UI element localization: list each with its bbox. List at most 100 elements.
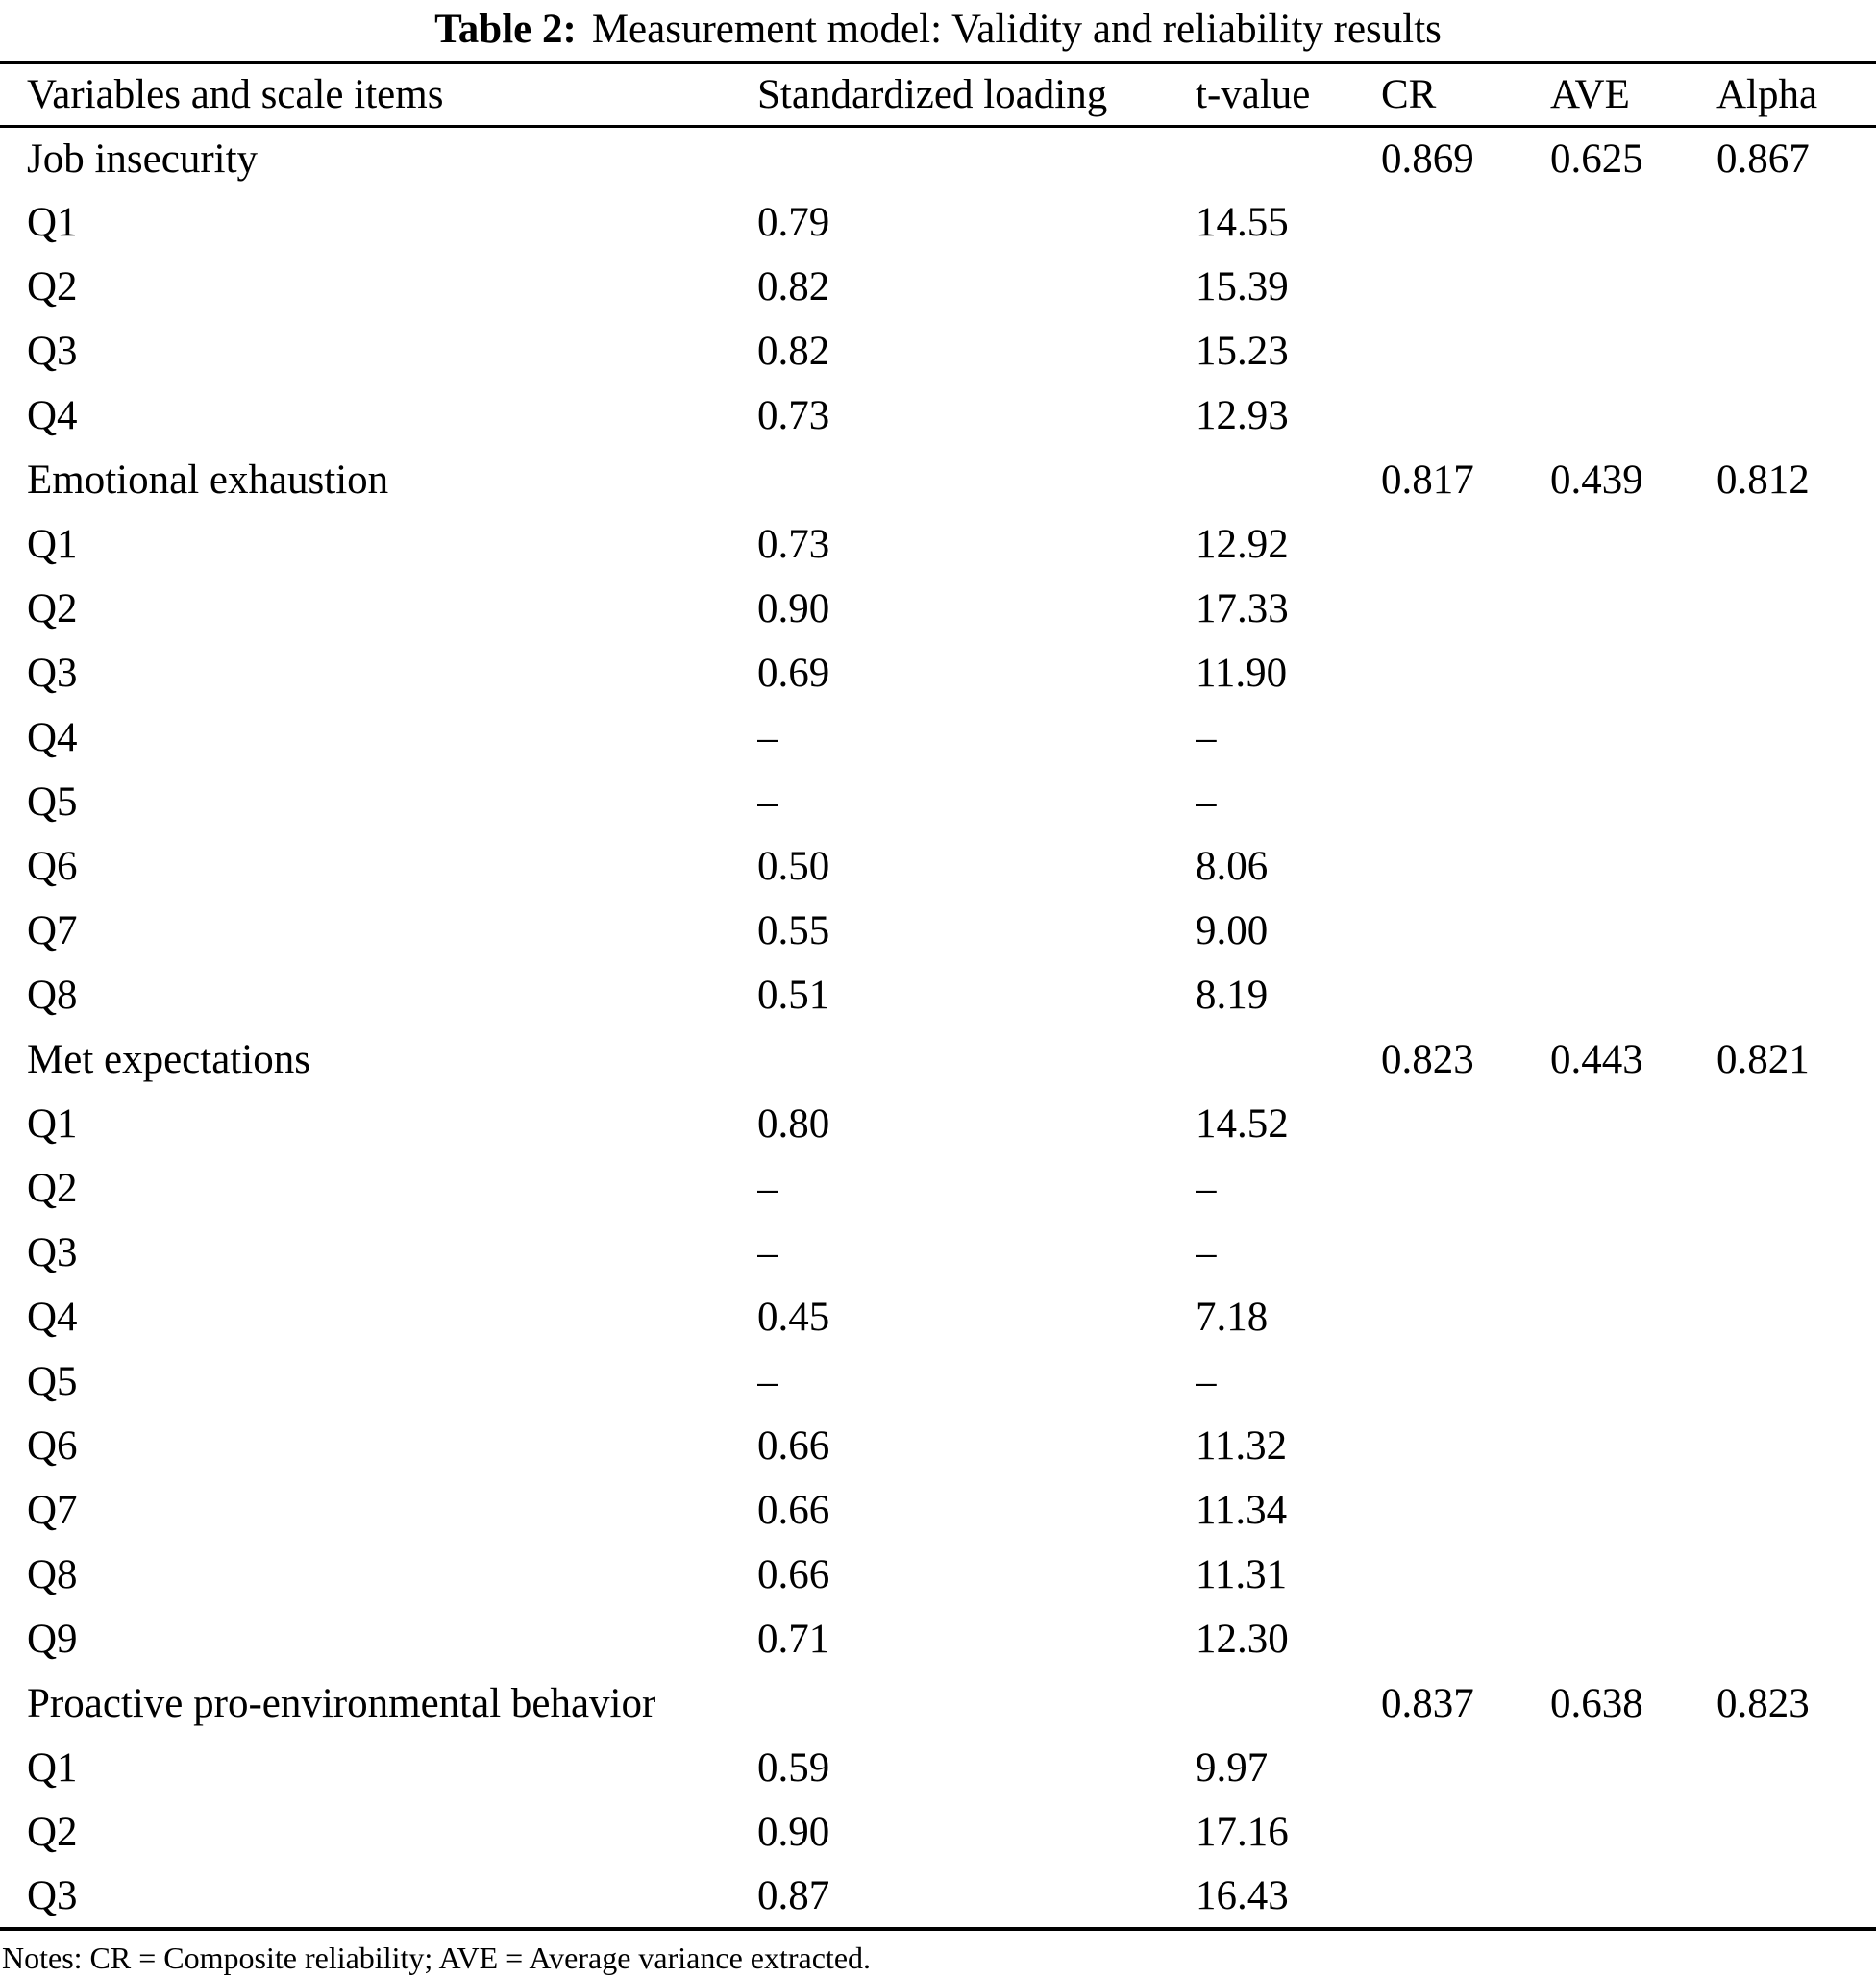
table-notes: Notes: CR = Composite reliability; AVE =… — [2, 1941, 872, 1975]
cell-variable: Q6 — [27, 844, 78, 889]
cell-t-value: 11.32 — [1196, 1423, 1288, 1469]
cell-cr — [1381, 770, 1550, 834]
cell-loading: 0.45 — [757, 1295, 830, 1340]
cell-alpha — [1716, 1543, 1876, 1607]
cell-ave — [1550, 577, 1716, 641]
table-number-label: Table 2: — [434, 7, 577, 52]
cell-alpha — [1716, 1414, 1876, 1478]
cell-alpha: 0.823 — [1716, 1681, 1810, 1726]
cell-ave: 0.625 — [1550, 136, 1643, 182]
cell-t-value: 17.16 — [1196, 1810, 1289, 1855]
cell-loading — [757, 126, 1196, 190]
cell-cr — [1381, 319, 1550, 383]
cell-ave — [1550, 1092, 1716, 1156]
cell-loading: 0.59 — [757, 1745, 830, 1791]
section-row: Met expectations 0.823 0.443 0.821 — [0, 1027, 1876, 1092]
measurement-model-table: Variables and scale items Standardized l… — [0, 61, 1876, 1931]
cell-cr: 0.823 — [1381, 1037, 1474, 1082]
cell-loading: 0.79 — [757, 200, 830, 245]
cell-loading: – — [757, 1359, 778, 1404]
cell-cr — [1381, 190, 1550, 255]
cell-t-value: 9.97 — [1196, 1745, 1269, 1791]
cell-variable: Q1 — [27, 1101, 78, 1147]
cell-cr — [1381, 705, 1550, 770]
cell-alpha — [1716, 1221, 1876, 1285]
cell-t-value: 9.00 — [1196, 908, 1269, 953]
cell-ave — [1550, 319, 1716, 383]
cell-t-value: 12.92 — [1196, 522, 1289, 567]
column-header-ave: AVE — [1550, 62, 1716, 128]
cell-ave — [1550, 190, 1716, 255]
item-row: Q1 0.80 14.52 — [0, 1092, 1876, 1156]
cell-cr — [1381, 641, 1550, 705]
cell-cr — [1381, 1221, 1550, 1285]
cell-variable: Q3 — [27, 1230, 78, 1275]
cell-variable: Q4 — [27, 393, 78, 438]
cell-alpha: 0.812 — [1716, 457, 1810, 503]
cell-alpha — [1716, 383, 1876, 448]
item-row: Q2 – – — [0, 1156, 1876, 1221]
cell-t-value: 14.55 — [1196, 200, 1289, 245]
header-row: Variables and scale items Standardized l… — [0, 62, 1876, 128]
cell-ave — [1550, 899, 1716, 963]
cell-ave — [1550, 641, 1716, 705]
cell-ave — [1550, 1865, 1716, 1929]
item-row: Q1 0.59 9.97 — [0, 1736, 1876, 1800]
cell-variable: Q7 — [27, 1488, 78, 1533]
cell-variable: Job insecurity — [27, 136, 259, 182]
cell-t-value: 11.34 — [1196, 1488, 1288, 1533]
cell-ave — [1550, 834, 1716, 899]
table-body: Job insecurity 0.869 0.625 0.867 Q1 0.79 14.55… — [0, 126, 1876, 1929]
cell-cr — [1381, 1092, 1550, 1156]
cell-ave: 0.443 — [1550, 1037, 1643, 1082]
cell-cr — [1381, 1543, 1550, 1607]
cell-cr — [1381, 1607, 1550, 1671]
cell-cr: 0.869 — [1381, 136, 1474, 182]
cell-alpha: 0.821 — [1716, 1037, 1810, 1082]
cell-loading — [757, 1027, 1196, 1092]
table-caption: Measurement model: Validity and reliabil… — [591, 7, 1442, 52]
cell-variable: Q3 — [27, 651, 78, 696]
cell-cr — [1381, 1865, 1550, 1929]
cell-alpha — [1716, 1478, 1876, 1543]
cell-t-value: – — [1196, 1230, 1217, 1275]
cell-alpha — [1716, 1285, 1876, 1349]
cell-t-value — [1196, 126, 1381, 190]
cell-alpha — [1716, 899, 1876, 963]
cell-t-value: – — [1196, 1166, 1217, 1211]
cell-alpha — [1716, 190, 1876, 255]
cell-alpha — [1716, 1736, 1876, 1800]
cell-cr — [1381, 1478, 1550, 1543]
cell-alpha — [1716, 1092, 1876, 1156]
cell-cr: 0.817 — [1381, 457, 1474, 503]
cell-t-value: 12.30 — [1196, 1617, 1289, 1662]
column-header-cr: CR — [1381, 62, 1550, 128]
cell-alpha — [1716, 1349, 1876, 1414]
cell-loading: 0.73 — [757, 522, 830, 567]
cell-variable: Q3 — [27, 1873, 78, 1918]
section-row: Proactive pro-environmental behavior 0.83… — [0, 1671, 1876, 1736]
cell-variable: Q4 — [27, 1295, 78, 1340]
item-row: Q8 0.51 8.19 — [0, 963, 1876, 1027]
cell-alpha — [1716, 255, 1876, 319]
cell-loading: – — [757, 1230, 778, 1275]
cell-ave — [1550, 1800, 1716, 1865]
cell-ave — [1550, 705, 1716, 770]
cell-loading: – — [757, 779, 778, 825]
cell-variable: Q5 — [27, 1359, 78, 1404]
item-row: Q4 0.73 12.93 — [0, 383, 1876, 448]
section-row: Emotional exhaustion 0.817 0.439 0.812 — [0, 448, 1876, 512]
item-row: Q5 – – — [0, 1349, 1876, 1414]
cell-t-value: 15.23 — [1196, 329, 1289, 374]
item-row: Q2 0.90 17.16 — [0, 1800, 1876, 1865]
cell-t-value: 16.43 — [1196, 1873, 1289, 1918]
cell-t-value: 15.39 — [1196, 264, 1289, 309]
cell-loading: 0.82 — [757, 264, 830, 309]
item-row: Q3 – – — [0, 1221, 1876, 1285]
cell-loading: – — [757, 1166, 778, 1211]
column-header-standardized-loading: Standardized loading — [757, 62, 1196, 128]
cell-alpha — [1716, 577, 1876, 641]
cell-variable: Q2 — [27, 586, 78, 631]
cell-variable: Q1 — [27, 200, 78, 245]
cell-cr — [1381, 383, 1550, 448]
